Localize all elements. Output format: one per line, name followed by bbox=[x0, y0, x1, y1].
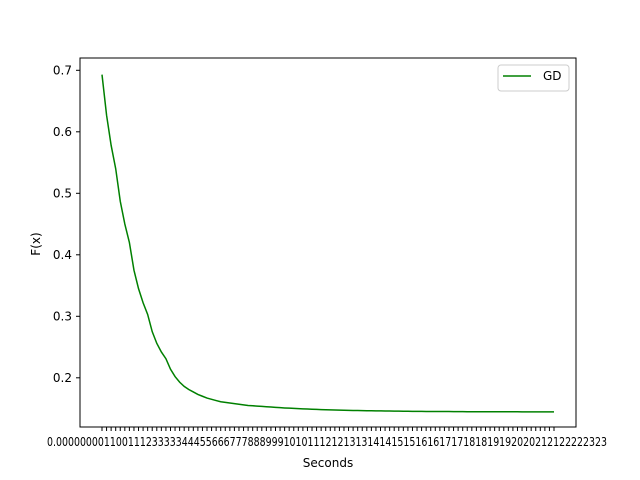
y-tick-label: 0.3 bbox=[53, 309, 72, 323]
plot-area bbox=[80, 58, 576, 427]
y-tick-label: 0.7 bbox=[53, 63, 72, 77]
legend: GD bbox=[497, 64, 570, 92]
y-tick-label: 0.4 bbox=[53, 248, 72, 262]
y-tick-label: 0.6 bbox=[53, 125, 72, 139]
plot-frame bbox=[79, 57, 577, 428]
y-tick-label: 0.2 bbox=[53, 371, 72, 385]
y-tick-label: 0.5 bbox=[53, 186, 72, 200]
x-tick-labels-overlapping: 0.00000000110011123333344455666777888999… bbox=[47, 435, 607, 449]
legend-label-gd: GD bbox=[543, 69, 562, 83]
x-axis-ticks: 0.00000000110011123333344455666777888999… bbox=[47, 427, 607, 449]
x-axis-label: Seconds bbox=[303, 456, 353, 470]
y-axis-ticks: 0.2 0.3 0.4 0.5 0.6 0.7 bbox=[53, 63, 80, 385]
legend-box bbox=[497, 64, 570, 92]
series-line-gd bbox=[101, 74, 555, 413]
series-layer bbox=[101, 74, 555, 413]
y-axis-label: F(x) bbox=[29, 232, 43, 255]
